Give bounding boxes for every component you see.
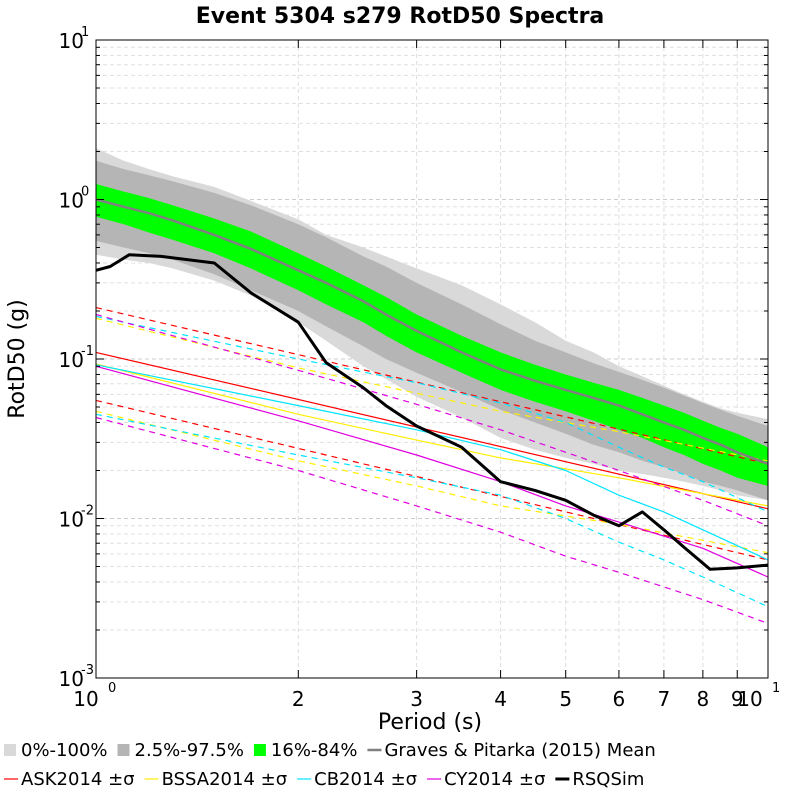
series-bssa2014-line <box>95 363 769 507</box>
series-lines <box>95 198 769 624</box>
x-tick-label: 5 <box>559 687 572 711</box>
legend-label: ASK2014 ±σ <box>21 769 135 790</box>
legend-item-rsqsim: RSQSim <box>555 769 644 790</box>
legend-swatch <box>117 744 130 756</box>
series-rsqsim-line <box>95 253 769 571</box>
legend-label: BSSA2014 ±σ <box>162 769 288 790</box>
legend-item-0-100: 0%-100% <box>4 740 108 761</box>
y-tick-label-exponent: 0 <box>81 185 89 200</box>
y-axis-label: RotD50 (g) <box>5 299 30 418</box>
x-tick-label: 9 <box>731 687 744 711</box>
legend-swatch <box>253 744 266 756</box>
series-cb2014-line <box>95 364 769 561</box>
x-tick-label: 10 <box>737 687 762 711</box>
y-tick-label: 10 <box>59 508 84 532</box>
x-axis-label: Period (s) <box>378 710 482 735</box>
series-ask2014-plus-sigma <box>95 307 769 465</box>
x-tick-label: 3 <box>410 687 423 711</box>
y-tick-label: 10 <box>59 667 84 691</box>
x-tick-label: 10 <box>73 687 98 711</box>
chart-title: Event 5304 s279 RotD50 Spectra <box>196 4 605 29</box>
y-tick-label-exponent: -1 <box>81 344 94 359</box>
legend-label: CB2014 ±σ <box>314 769 417 790</box>
y-tick-label: 10 <box>59 29 84 53</box>
percentile-bands <box>96 148 768 501</box>
y-tick-label-exponent: -2 <box>81 504 94 519</box>
x-tick-label: 4 <box>494 687 507 711</box>
x-tick-label-exponent: 0 <box>108 681 116 696</box>
legend-item-bssa2014: BSSA2014 ±σ <box>144 769 288 790</box>
band-16-84 <box>96 184 768 486</box>
legend-label: Graves & Pitarka (2015) Mean <box>384 740 655 761</box>
series-cb2014-plus-sigma <box>95 315 769 513</box>
y-tick-label-exponent: -3 <box>81 663 94 678</box>
x-tick-label-exponent: 1 <box>772 681 780 696</box>
legend-item-16-84: 16%-84% <box>253 740 358 761</box>
series-graves-pitarka-2015-mean-line <box>95 198 769 466</box>
legend-label: RSQSim <box>572 769 644 790</box>
legend-item-2-5-97-5: 2.5%-97.5% <box>117 740 244 761</box>
legend-label: 0%-100% <box>21 740 108 761</box>
legend: 0%-100% 2.5%-97.5% 16%-84% Graves & Pitarka… <box>4 740 656 790</box>
series-cy2014-minus-sigma <box>95 416 769 624</box>
x-tick-label: 8 <box>697 687 710 711</box>
x-tick-label: 6 <box>613 687 626 711</box>
legend-label: 2.5%-97.5% <box>135 740 244 761</box>
legend-item-cb2014: CB2014 ±σ <box>297 769 417 790</box>
legend-swatch <box>4 744 16 756</box>
series-cy2014-plus-sigma <box>95 313 769 527</box>
legend-item-cy2014: CY2014 ±σ <box>427 769 545 790</box>
x-tick-label: 2 <box>292 687 305 711</box>
y-tick-label: 10 <box>59 348 84 372</box>
legend-label: 16%-84% <box>271 740 358 761</box>
series-cy2014-line <box>95 365 769 578</box>
legend-item-graves-pitarka-2015-mean: Graves & Pitarka (2015) Mean <box>367 740 656 761</box>
legend-item-ask2014: ASK2014 ±σ <box>4 769 135 790</box>
y-tick-label: 10 <box>59 189 84 213</box>
y-tick-label-exponent: 1 <box>81 25 89 40</box>
legend-label: CY2014 ±σ <box>444 769 545 790</box>
series-cb2014-minus-sigma <box>95 413 769 608</box>
x-tick-label: 7 <box>658 687 671 711</box>
series-ask2014-line <box>95 351 769 510</box>
